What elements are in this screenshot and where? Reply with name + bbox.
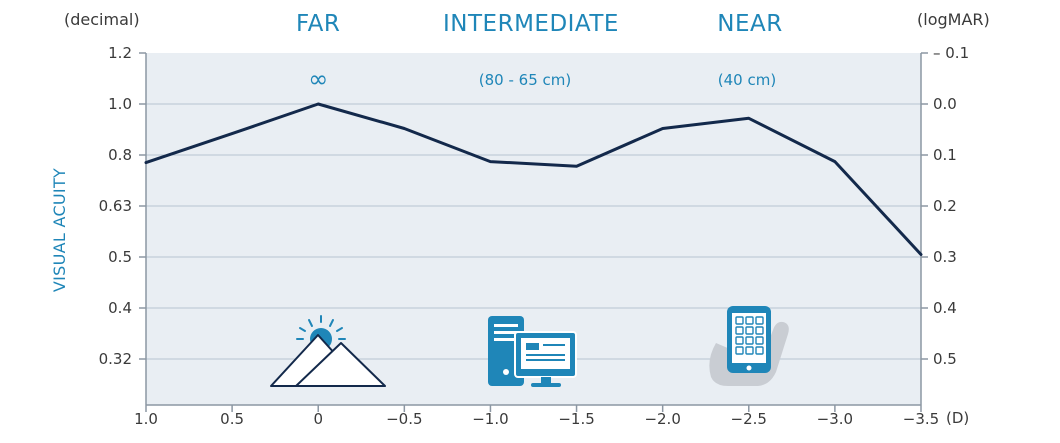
right-tick-label: – 0.1	[933, 44, 969, 62]
left-tick-label: 1.2	[108, 44, 132, 62]
x-tick-label: −1.0	[472, 410, 508, 428]
right-tick-label: 0.2	[933, 197, 957, 215]
x-tick-label: −2.0	[644, 410, 680, 428]
left-tick-label: 0.63	[99, 197, 132, 215]
series-line	[144, 102, 923, 256]
right-axis-unit: (logMAR)	[917, 10, 990, 29]
zone-distance-infinity: ∞	[308, 65, 328, 93]
zone-label-intermediate: INTERMEDIATE	[443, 11, 619, 37]
left-tick-label: 0.32	[99, 350, 132, 368]
hand-smartphone-icon	[709, 306, 789, 386]
y-axis-label: VISUAL ACUITY	[50, 168, 69, 292]
x-tick-label: −2.5	[731, 410, 767, 428]
zone-label-near: NEAR	[717, 11, 782, 37]
right-tick-label: 0.4	[933, 299, 957, 317]
right-tick-label: 0.5	[933, 350, 957, 368]
x-tick-label: −3.0	[817, 410, 853, 428]
zone-distance-near: (40 cm)	[718, 71, 776, 89]
left-axis-unit: (decimal)	[64, 10, 140, 29]
right-tick-label: 0.3	[933, 248, 957, 266]
zone-label-far: FAR	[296, 11, 340, 37]
x-axis-unit: (D)	[946, 409, 969, 427]
left-tick-label: 0.5	[108, 248, 132, 266]
x-tick-label: 0.5	[220, 410, 244, 428]
right-tick-label: 0.1	[933, 146, 957, 164]
left-tick-label: 0.8	[108, 146, 132, 164]
sun-mountain-icon	[270, 315, 386, 387]
data-points	[145, 103, 922, 255]
x-tick-label: −1.5	[558, 410, 594, 428]
x-tick-label: −3.5	[903, 410, 939, 428]
zone-distance-intermediate: (80 - 65 cm)	[479, 71, 571, 89]
left-axis-ticks: 1.2 1.0 0.8 0.63 0.5 0.4 0.32	[99, 44, 146, 368]
right-tick-label: 0.0	[933, 95, 957, 113]
x-tick-label: −0.5	[386, 410, 422, 428]
desktop-computer-icon	[488, 316, 577, 387]
left-tick-label: 1.0	[108, 95, 132, 113]
right-axis-ticks: – 0.1 0.0 0.1 0.2 0.3 0.4 0.5	[921, 44, 969, 368]
x-tick-label: 1.0	[134, 410, 158, 428]
x-tick-label: 0	[313, 410, 323, 428]
left-tick-label: 0.4	[108, 299, 132, 317]
x-axis-ticks: 1.0 0.5 0 −0.5 −1.0 −1.5 −2.0 −2.5 −3.0 −3.5	[134, 405, 939, 428]
